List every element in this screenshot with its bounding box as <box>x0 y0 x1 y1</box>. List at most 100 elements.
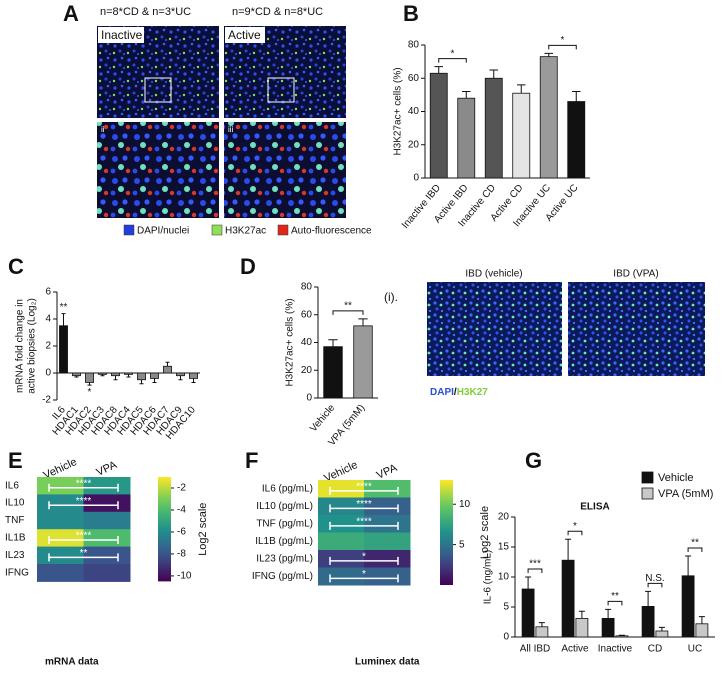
y-tick-label: 80 <box>301 282 313 293</box>
row-label: IFNG <box>5 567 29 578</box>
bar <box>111 372 120 377</box>
bar <box>561 559 575 638</box>
error-bar <box>538 622 545 627</box>
significance: ** <box>60 302 68 313</box>
row-label: IFNG (pg/mL) <box>252 571 313 582</box>
y-tick-label: 4 <box>45 314 51 325</box>
image-label: Active <box>228 28 261 42</box>
caption: mRNA data <box>45 657 99 668</box>
error-bar <box>461 91 471 99</box>
bar <box>59 325 68 374</box>
error-bar <box>178 375 183 381</box>
bar <box>615 635 629 638</box>
x-tick-label: All IBD <box>520 644 551 655</box>
significance: ** <box>344 301 352 312</box>
significance-bracket <box>438 58 467 63</box>
error-bar <box>544 52 554 57</box>
heatmap-cell <box>364 497 411 516</box>
legend-swatch <box>123 224 135 236</box>
bar <box>512 92 531 179</box>
bar <box>163 365 172 374</box>
micrograph <box>97 122 219 218</box>
colorbar-tick-label: 10 <box>459 499 471 510</box>
row-label: IL10 <box>5 498 25 509</box>
y-axis-label: mRNA fold change in <box>15 299 26 393</box>
significance-bracket <box>329 556 399 565</box>
y-tick-label: 60 <box>301 309 313 320</box>
legend-swatch <box>641 487 654 500</box>
significance: ** <box>80 548 88 559</box>
error-bar <box>191 378 196 383</box>
column-label: VPA <box>95 459 120 479</box>
bar <box>124 372 133 375</box>
heatmap-cell <box>318 550 365 568</box>
y-axis-label: IL-6 (ng/mL) <box>483 550 494 604</box>
error-bar <box>126 374 131 378</box>
bar <box>353 325 373 399</box>
bar <box>575 618 589 638</box>
y-tick-label: -2 <box>42 395 51 406</box>
row-label: IL23 <box>5 550 25 561</box>
heatmap-cell <box>364 480 411 498</box>
significance-bracket <box>329 504 399 513</box>
x-tick-label: Active <box>561 644 589 655</box>
heatmap-cell <box>83 564 131 582</box>
zoom-label: iii <box>228 125 234 134</box>
significance: **** <box>356 516 372 527</box>
heatmap-cell <box>37 546 84 565</box>
heatmap-cell <box>37 564 84 582</box>
y-tick-label: 6 <box>45 287 51 298</box>
panel-label: D <box>240 254 256 279</box>
significance: **** <box>76 496 92 507</box>
legend-swatch <box>641 471 654 484</box>
y-axis-label: active biopsies (Log₂) <box>27 298 38 394</box>
significance-bracket <box>687 547 703 552</box>
panel-label: G <box>525 448 542 473</box>
panel-label: F <box>245 448 258 473</box>
colorbar-tick-label: -6 <box>177 527 186 538</box>
colorbar-label: Log2 scale <box>479 506 491 559</box>
bar <box>457 97 476 179</box>
significance-bracket <box>48 553 119 562</box>
bar <box>484 77 503 179</box>
significance-bracket <box>48 535 119 544</box>
y-tick-label: 10 <box>498 572 510 583</box>
significance-bracket <box>548 44 577 50</box>
stain: H3K27 <box>457 387 489 398</box>
micrograph <box>224 122 346 218</box>
legend-label: H3K27ac <box>225 226 266 237</box>
significance-bracket <box>329 486 399 495</box>
significance: * <box>561 35 565 46</box>
stain-sep: / <box>454 387 457 398</box>
colorbar-tick-label: 5 <box>459 539 465 550</box>
panel-header: n=8*CD & n=3*UC <box>100 6 191 18</box>
y-tick-label: 2 <box>45 341 51 352</box>
significance: * <box>573 521 577 532</box>
stain-legend: DAPI/H3K27 <box>430 387 488 398</box>
error-bar <box>328 339 338 347</box>
legend-label: Vehicle <box>658 472 693 484</box>
colorbar-tick-label: -10 <box>177 571 192 582</box>
x-tick-label: Inactive IBD <box>400 183 443 231</box>
error-bar <box>100 374 105 377</box>
y-tick-label: 20 <box>301 365 313 376</box>
heatmap-cell <box>37 511 84 530</box>
significance: **** <box>356 481 372 492</box>
bar <box>539 56 558 179</box>
error-bar <box>516 84 526 94</box>
y-tick-label: 20 <box>408 139 420 150</box>
row-label: IL1B <box>5 533 26 544</box>
micrograph <box>568 282 705 376</box>
error-bar <box>434 66 444 74</box>
error-bar <box>658 626 665 631</box>
error-bar <box>645 590 652 607</box>
x-tick-label: Inactive <box>598 644 633 655</box>
y-tick-label: 40 <box>408 106 420 117</box>
legend-swatch <box>211 224 223 236</box>
zoom-label: ii <box>101 125 105 134</box>
significance: **** <box>76 478 92 489</box>
heatmap-cell <box>83 511 131 530</box>
significance-bracket <box>48 483 119 492</box>
significance: *** <box>529 559 541 570</box>
panel-label: (i). <box>384 290 398 304</box>
